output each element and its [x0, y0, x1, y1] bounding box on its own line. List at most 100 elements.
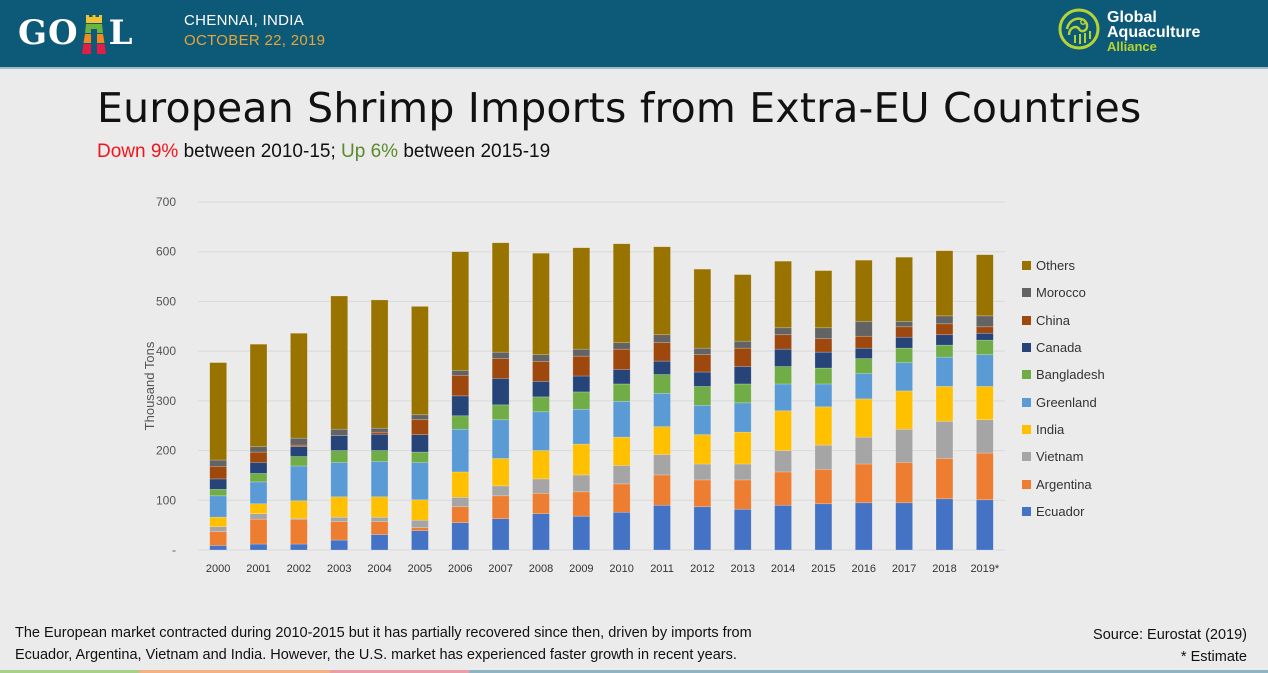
bar-segment-morocco [976, 315, 994, 328]
chart-legend: Others Morocco China Canada Bangladesh Greenl… [1022, 252, 1105, 525]
header-bar: GO L CHENNAI, INDIA OCTOBER 22, 2019 [0, 0, 1268, 69]
bar-segment-morocco [330, 428, 348, 436]
bar-segment-morocco [411, 414, 429, 421]
bar-segment-morocco [855, 321, 873, 337]
bar-segment-canada [895, 336, 913, 349]
bar-segment-canada [855, 347, 873, 359]
x-tick-label: 2018 [932, 563, 956, 575]
bar-segment-argentina [491, 495, 510, 519]
bar-segment-bangladesh [733, 383, 752, 404]
bar-segment-morocco [290, 437, 308, 446]
bar-segment-india [572, 443, 591, 476]
bar-segment-argentina [693, 479, 712, 508]
bar-stack-2008 [532, 252, 550, 551]
x-axis-ticks: 2000 2001 2002 2003 2004 2005 2006 2007 2008 2009… [206, 563, 1000, 575]
bar-segment-greenland [774, 383, 792, 412]
bar-segment-others [290, 332, 308, 439]
temple-tower-icon [80, 15, 108, 55]
bar-segment-others [451, 251, 470, 371]
bar-segment-others [249, 343, 268, 447]
bar-segment-vietnam [491, 485, 510, 497]
bar-segment-canada [330, 435, 348, 451]
bar-segment-canada [290, 446, 308, 457]
stripe-segment [0, 670, 140, 673]
bar-segment-argentina [411, 527, 429, 531]
bar-segment-greenland [411, 462, 429, 501]
bar-segment-ecuador [572, 515, 591, 551]
bar-segment-vietnam [209, 526, 227, 532]
bar-segment-india [330, 496, 348, 518]
bar-segment-canada [935, 334, 954, 346]
bar-segment-argentina [895, 462, 913, 504]
legend-label: China [1036, 312, 1070, 328]
bar-segment-china [814, 338, 833, 353]
bar-segment-india [451, 471, 470, 498]
x-tick-label: 2004 [367, 563, 391, 575]
bar-segment-china [532, 361, 550, 382]
legend-swatch-icon [1022, 343, 1031, 353]
bar-segment-morocco [249, 446, 268, 453]
bar-segment-argentina [976, 452, 994, 501]
bar-segment-canada [693, 371, 712, 387]
bar-segment-vietnam [451, 497, 470, 508]
bar-segment-morocco [693, 347, 712, 355]
bar-segment-argentina [935, 458, 954, 500]
legend-swatch-icon [1022, 397, 1031, 407]
bar-segment-greenland [290, 465, 308, 502]
bar-segment-india [209, 516, 227, 527]
bar-segment-morocco [895, 321, 913, 328]
bar-segment-india [653, 426, 671, 455]
bar-segment-canada [572, 375, 591, 393]
y-tick-label: 500 [156, 294, 176, 308]
bar-segment-bangladesh [572, 391, 591, 410]
bar-stack-2011 [653, 246, 671, 551]
bar-segment-china [572, 355, 591, 377]
bar-segment-canada [733, 366, 752, 385]
y-axis-label: Thousand Tons [142, 341, 157, 430]
x-tick-label: 2005 [408, 563, 432, 575]
slide-title: European Shrimp Imports from Extra-EU Co… [97, 84, 1142, 132]
source-block: Source: Eurostat (2019) * Estimate [1093, 624, 1247, 668]
footnote-line-2: Ecuador, Argentina, Vietnam and India. H… [15, 647, 737, 663]
bar-segment-china [976, 326, 994, 334]
subtitle-up-label: Up 6% [341, 141, 399, 162]
bar-segment-argentina [451, 506, 470, 523]
footnote-line-1: The European market contracted during 20… [15, 625, 752, 641]
event-city: CHENNAI, INDIA [184, 12, 305, 29]
bar-segment-greenland [491, 419, 510, 459]
bar-segment-india [774, 410, 792, 451]
bar-segment-india [370, 496, 389, 518]
bar-segment-greenland [653, 393, 671, 428]
bar-segment-morocco [612, 342, 631, 350]
x-tick-label: 2001 [246, 563, 270, 575]
bar-segment-greenland [209, 495, 227, 518]
subtitle-down-rest: between 2010-15; [178, 141, 342, 162]
bar-segment-others [693, 268, 712, 349]
bar-segment-vietnam [411, 519, 429, 528]
bar-segment-ecuador [451, 522, 470, 551]
bar-segment-ecuador [491, 518, 510, 551]
subtitle-down-label: Down 9% [97, 141, 179, 162]
bar-segment-ecuador [653, 504, 671, 551]
bar-segment-china [935, 323, 954, 336]
x-tick-label: 2007 [488, 563, 512, 575]
bar-segment-greenland [370, 461, 389, 498]
bar-segment-argentina [855, 463, 873, 504]
x-tick-label: 2003 [327, 563, 351, 575]
legend-item-vietnam: Vietnam [1022, 443, 1105, 470]
bar-stack-2018 [935, 250, 954, 551]
bar-segment-morocco [733, 340, 752, 349]
event-date: OCTOBER 22, 2019 [184, 32, 326, 49]
bar-segment-bangladesh [935, 344, 954, 358]
bar-segment-ecuador [733, 508, 752, 551]
legend-item-canada: Canada [1022, 334, 1105, 361]
bar-segment-argentina [653, 474, 671, 506]
goal-event-logo: GO L [18, 10, 134, 56]
bar-segment-india [855, 398, 873, 438]
bar-segment-greenland [693, 405, 712, 435]
bar-segment-bangladesh [976, 339, 994, 355]
y-axis-ticks: - 100 200 300 400 500 600 700 [156, 195, 176, 557]
bar-segment-vietnam [935, 420, 954, 459]
legend-item-india: India [1022, 416, 1105, 443]
bar-segment-others [411, 306, 429, 416]
